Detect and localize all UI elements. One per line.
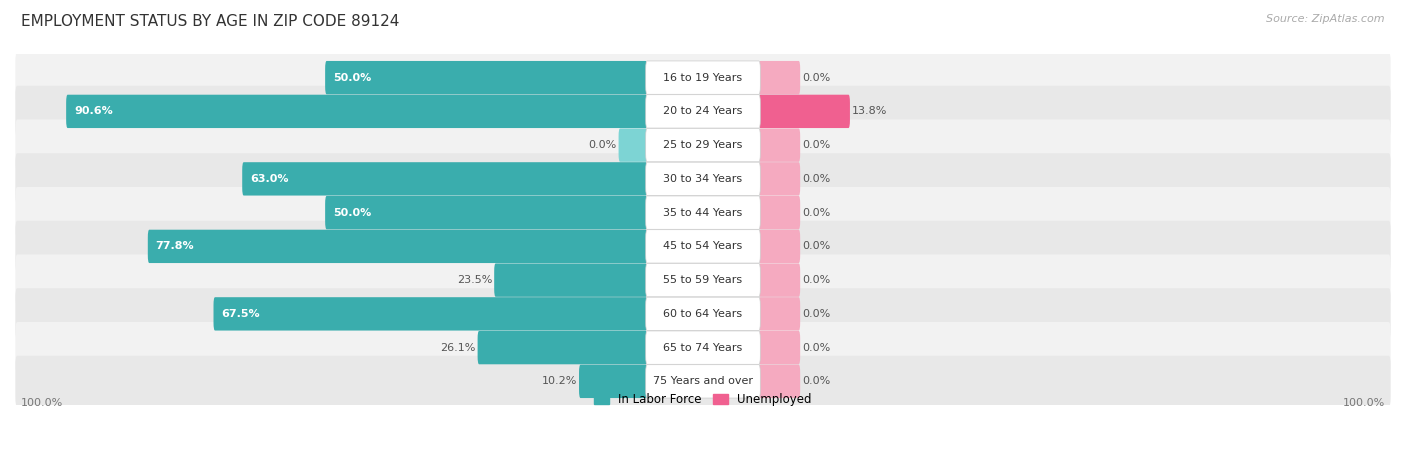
Text: 45 to 54 Years: 45 to 54 Years (664, 241, 742, 252)
Text: 60 to 64 Years: 60 to 64 Years (664, 309, 742, 319)
Text: 0.0%: 0.0% (801, 342, 830, 353)
FancyBboxPatch shape (214, 297, 647, 331)
FancyBboxPatch shape (759, 331, 800, 364)
Text: 100.0%: 100.0% (1343, 398, 1385, 408)
Text: 20 to 24 Years: 20 to 24 Years (664, 106, 742, 117)
FancyBboxPatch shape (619, 128, 647, 162)
FancyBboxPatch shape (15, 119, 1391, 171)
Text: 0.0%: 0.0% (801, 174, 830, 184)
FancyBboxPatch shape (478, 331, 647, 364)
Text: 23.5%: 23.5% (457, 275, 492, 285)
FancyBboxPatch shape (15, 52, 1391, 103)
Text: 0.0%: 0.0% (801, 275, 830, 285)
Text: 65 to 74 Years: 65 to 74 Years (664, 342, 742, 353)
Text: 26.1%: 26.1% (440, 342, 475, 353)
FancyBboxPatch shape (759, 364, 800, 398)
Text: 75 Years and over: 75 Years and over (652, 376, 754, 387)
Text: 13.8%: 13.8% (852, 106, 887, 117)
Text: 100.0%: 100.0% (21, 398, 63, 408)
FancyBboxPatch shape (645, 61, 761, 94)
FancyBboxPatch shape (645, 263, 761, 297)
FancyBboxPatch shape (148, 230, 647, 263)
FancyBboxPatch shape (15, 254, 1391, 306)
Text: 0.0%: 0.0% (589, 140, 617, 150)
Text: 50.0%: 50.0% (333, 72, 371, 83)
Text: 0.0%: 0.0% (801, 140, 830, 150)
Text: Source: ZipAtlas.com: Source: ZipAtlas.com (1267, 14, 1385, 23)
FancyBboxPatch shape (759, 128, 800, 162)
FancyBboxPatch shape (645, 94, 761, 128)
Text: 0.0%: 0.0% (801, 376, 830, 387)
FancyBboxPatch shape (759, 196, 800, 230)
FancyBboxPatch shape (759, 263, 800, 297)
FancyBboxPatch shape (15, 356, 1391, 407)
FancyBboxPatch shape (15, 288, 1391, 339)
Text: 50.0%: 50.0% (333, 207, 371, 218)
FancyBboxPatch shape (759, 162, 800, 196)
FancyBboxPatch shape (15, 220, 1391, 272)
FancyBboxPatch shape (645, 297, 761, 331)
FancyBboxPatch shape (325, 61, 647, 94)
Text: 0.0%: 0.0% (801, 309, 830, 319)
FancyBboxPatch shape (759, 94, 851, 128)
FancyBboxPatch shape (645, 128, 761, 162)
Text: 25 to 29 Years: 25 to 29 Years (664, 140, 742, 150)
FancyBboxPatch shape (15, 322, 1391, 374)
Text: 77.8%: 77.8% (156, 241, 194, 252)
Text: 10.2%: 10.2% (541, 376, 578, 387)
Text: 0.0%: 0.0% (801, 72, 830, 83)
Text: 55 to 59 Years: 55 to 59 Years (664, 275, 742, 285)
Text: 90.6%: 90.6% (75, 106, 112, 117)
Text: EMPLOYMENT STATUS BY AGE IN ZIP CODE 89124: EMPLOYMENT STATUS BY AGE IN ZIP CODE 891… (21, 14, 399, 28)
FancyBboxPatch shape (759, 297, 800, 331)
FancyBboxPatch shape (15, 187, 1391, 238)
FancyBboxPatch shape (645, 364, 761, 398)
FancyBboxPatch shape (15, 153, 1391, 204)
FancyBboxPatch shape (494, 263, 647, 297)
FancyBboxPatch shape (15, 86, 1391, 137)
Text: 67.5%: 67.5% (221, 309, 260, 319)
FancyBboxPatch shape (645, 230, 761, 263)
Legend: In Labor Force, Unemployed: In Labor Force, Unemployed (595, 393, 811, 406)
Text: 35 to 44 Years: 35 to 44 Years (664, 207, 742, 218)
FancyBboxPatch shape (66, 94, 647, 128)
FancyBboxPatch shape (242, 162, 647, 196)
Text: 0.0%: 0.0% (801, 241, 830, 252)
Text: 30 to 34 Years: 30 to 34 Years (664, 174, 742, 184)
FancyBboxPatch shape (579, 364, 647, 398)
FancyBboxPatch shape (645, 162, 761, 196)
FancyBboxPatch shape (759, 61, 800, 94)
Text: 0.0%: 0.0% (801, 207, 830, 218)
FancyBboxPatch shape (645, 196, 761, 230)
Text: 16 to 19 Years: 16 to 19 Years (664, 72, 742, 83)
FancyBboxPatch shape (759, 230, 800, 263)
FancyBboxPatch shape (325, 196, 647, 230)
Text: 63.0%: 63.0% (250, 174, 288, 184)
FancyBboxPatch shape (645, 331, 761, 364)
